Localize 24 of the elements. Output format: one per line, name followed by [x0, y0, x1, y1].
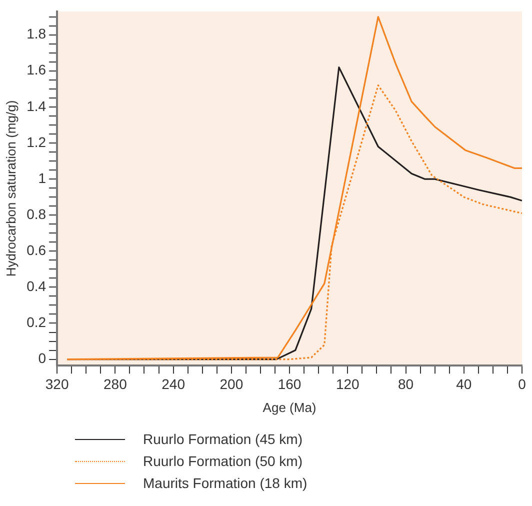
x-axis-title: Age (Ma) — [262, 400, 316, 415]
x-tick-label: 320 — [45, 376, 69, 392]
x-tick-label: 120 — [336, 376, 360, 392]
legend-label: Ruurlo Formation (45 km) — [143, 431, 302, 447]
x-tick-label: 160 — [278, 376, 302, 392]
y-tick-label: 0.6 — [26, 242, 46, 258]
x-tick-label: 280 — [104, 376, 128, 392]
y-tick-label: 1.6 — [26, 62, 46, 78]
y-tick-label: 0 — [38, 350, 46, 366]
y-tick-label: 1.2 — [26, 134, 46, 150]
legend-label: Ruurlo Formation (50 km) — [143, 453, 302, 469]
y-tick-label: 1.8 — [26, 26, 46, 42]
x-tick-label: 40 — [456, 376, 472, 392]
x-tick-label: 0 — [518, 376, 526, 392]
y-axis-title: Hydrocarbon saturation (mg/g) — [3, 100, 18, 277]
x-tick-label: 200 — [220, 376, 244, 392]
y-tick-label: 0.4 — [26, 278, 46, 294]
x-tick-label: 80 — [398, 376, 414, 392]
y-tick-label: 0.8 — [26, 206, 46, 222]
y-tick-label: 1.4 — [26, 98, 46, 114]
y-tick-label: 1 — [38, 170, 46, 186]
y-tick-label: 0.2 — [26, 314, 46, 330]
legend-label: Maurits Formation (18 km) — [143, 475, 308, 491]
x-tick-label: 240 — [162, 376, 186, 392]
